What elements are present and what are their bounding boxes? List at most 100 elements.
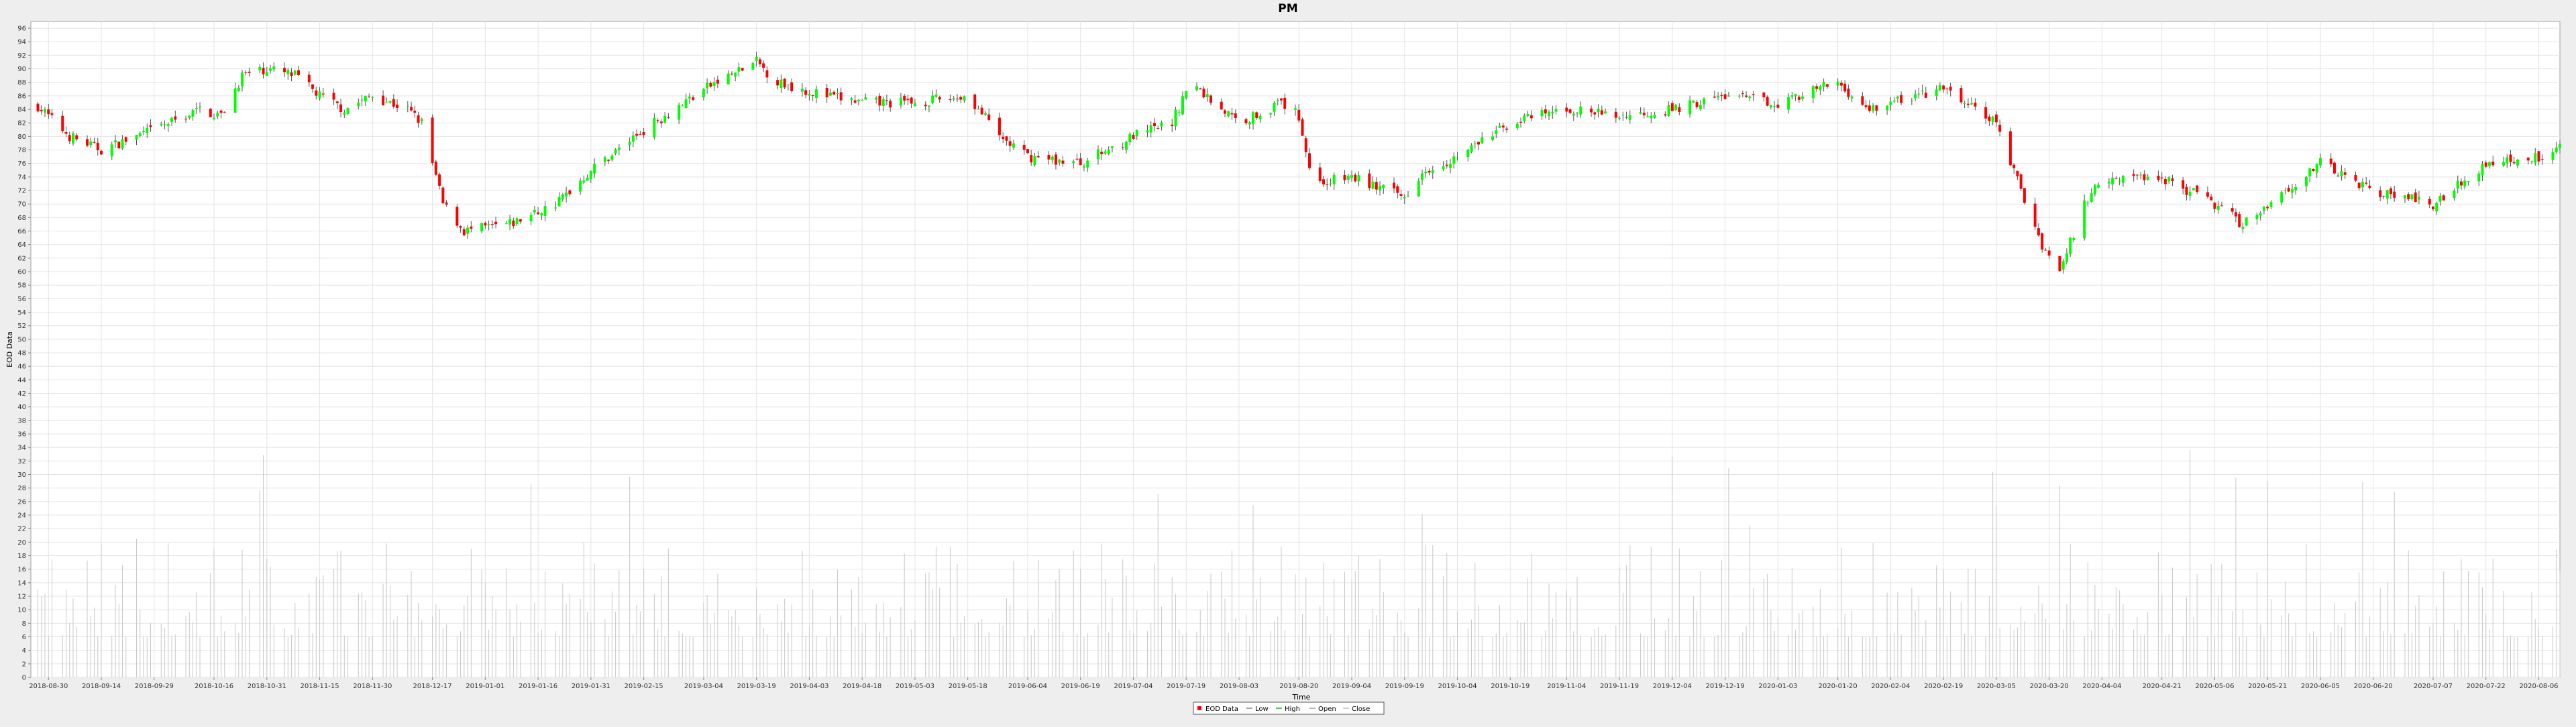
y-tick-label: 10: [17, 607, 26, 614]
volume-bars: [38, 450, 2561, 677]
candle-body: [2290, 189, 2294, 193]
candle-body: [952, 98, 955, 100]
x-tick-label: 2020-04-21: [2143, 683, 2182, 690]
candle-body: [878, 95, 881, 106]
candle-body: [2526, 157, 2530, 161]
candle-body: [1322, 179, 1326, 184]
candle-body: [924, 105, 927, 107]
candle-body: [617, 148, 621, 150]
candle-body: [2540, 159, 2544, 160]
x-tick-label: 2019-01-16: [519, 683, 557, 690]
candle-body: [1431, 170, 1434, 174]
candle-body: [1100, 152, 1104, 154]
candle-body: [1988, 116, 1991, 121]
candle-body: [504, 223, 508, 225]
candle-body: [1030, 155, 1033, 163]
candle-body: [2118, 180, 2121, 182]
candle-body: [1248, 122, 1251, 125]
candle-body: [2008, 131, 2012, 166]
candle-body: [2442, 195, 2445, 201]
candle-body: [1008, 141, 1012, 146]
y-tick-label: 86: [17, 93, 26, 100]
candle-body: [656, 120, 659, 121]
candle-body: [2318, 158, 2322, 166]
candle-body: [1375, 182, 1378, 190]
candle-body: [1551, 111, 1554, 113]
candle-body: [980, 107, 983, 115]
candle-body: [938, 97, 941, 100]
candle-body: [265, 72, 268, 76]
y-tick-label: 12: [17, 594, 26, 601]
candle-body: [537, 212, 540, 215]
candle-body: [1515, 123, 1519, 129]
candle-body: [1160, 122, 1163, 127]
candle-body: [410, 107, 413, 111]
candle-body: [2509, 154, 2512, 162]
candle-body: [2023, 188, 2026, 203]
candle-body: [2121, 176, 2125, 183]
candle-body: [2196, 185, 2199, 192]
candle-body: [1801, 96, 1805, 99]
candle-body: [2284, 190, 2287, 191]
x-tick-label: 2020-05-06: [2195, 683, 2234, 690]
candle-body: [2234, 212, 2237, 217]
x-tick-label: 2020-03-20: [2030, 683, 2069, 690]
candle-body: [589, 170, 592, 180]
candle-body: [2287, 188, 2290, 192]
candle-body: [2171, 178, 2174, 181]
candle-body: [1529, 115, 1533, 119]
candle-body: [889, 101, 892, 108]
candle-body: [1297, 109, 1301, 121]
candle-body: [910, 97, 913, 104]
candle-body: [808, 93, 811, 96]
y-tick-label: 40: [17, 404, 26, 411]
candle-body: [455, 207, 459, 226]
candle-body: [2516, 159, 2519, 166]
candle-body: [1054, 154, 1057, 165]
candle-body: [864, 97, 867, 100]
x-tick-label: 2019-07-19: [1167, 683, 1205, 690]
candle-body: [1924, 93, 1927, 98]
candle-body: [484, 223, 487, 226]
candle-body: [170, 117, 174, 122]
candle-body: [716, 79, 719, 84]
candle-body: [237, 87, 240, 91]
candle-body: [357, 103, 360, 107]
x-tick-label: 2018-12-17: [413, 683, 452, 690]
candle-body: [2238, 214, 2241, 227]
candle-body: [1991, 117, 1994, 122]
candle-body: [653, 117, 656, 137]
candle-body: [2467, 181, 2470, 182]
candle-body: [2146, 176, 2149, 180]
y-tick-label: 6: [22, 634, 26, 641]
candle-body: [861, 100, 864, 101]
y-tick-label: 36: [17, 431, 26, 439]
candle-body: [2459, 181, 2463, 186]
candle-body: [614, 149, 617, 154]
candle-body: [983, 113, 987, 115]
y-tick-label: 62: [17, 255, 26, 262]
candle-body: [1664, 114, 1667, 116]
candle-body: [850, 98, 853, 100]
candle-body: [1368, 173, 1371, 188]
candle-body: [1146, 130, 1149, 133]
candle-body: [89, 141, 93, 146]
candle-body: [480, 223, 484, 231]
candle-body: [828, 93, 832, 96]
candle-body: [68, 135, 71, 142]
candle-body: [1452, 156, 1456, 164]
candle-body: [434, 161, 437, 175]
y-tick-label: 68: [17, 215, 26, 222]
x-axis-label: Time: [1292, 693, 1311, 702]
y-tick-label: 8: [22, 620, 26, 628]
x-tick-label: 2019-08-20: [1279, 683, 1318, 690]
candle-body: [2269, 202, 2273, 207]
candle-body: [565, 192, 568, 197]
candle-body: [875, 97, 878, 100]
candle-body: [1886, 105, 1889, 111]
candle-body: [853, 100, 857, 103]
candle-body: [2403, 195, 2406, 199]
candle-body: [1220, 101, 1223, 110]
x-tick-label: 2019-10-19: [1491, 683, 1529, 690]
candle-body: [1822, 82, 1825, 87]
